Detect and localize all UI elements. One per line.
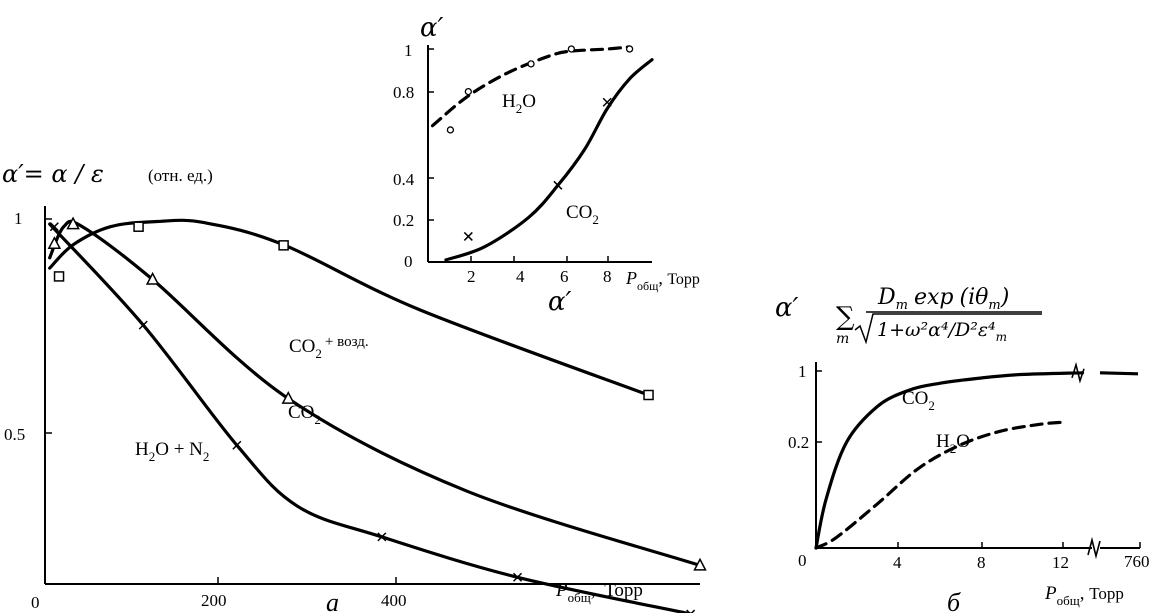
panel-b-series-line-1 [814,420,1064,550]
label-co2-air: CO2+ возд. [289,334,369,361]
panel-a: 1 0.5 0 200 400 α′= α / ε (отн. ед.) Pоб… [2,160,707,613]
panel-a-series-0-point-1 [133,221,144,232]
inset-y-tick-label-04: 0.4 [393,170,415,189]
inset-series-0-point-4 [625,45,634,53]
inset-series-line-0 [430,45,632,128]
formula-sum-index: m [836,331,849,347]
formula-numerator: Dm exp (iθm) [877,285,1009,313]
inset-series-0-point-0 [446,126,455,134]
inset-y-label: α′ [420,13,444,43]
formula-sum-sign: ∑ [836,302,855,332]
inset-series-0-point-2 [527,60,535,68]
panel-b-label-co2: CO2 [902,388,935,413]
inset-series-1-point-2 [602,97,612,107]
panel-b-y-tick-label-1: 1 [798,362,807,381]
panel-a-series-2-point-3 [377,532,387,542]
panel-b-x-label: Pобщ, Торр [1044,583,1124,608]
panel-b-x-tick-label-4: 4 [893,553,902,572]
panel-a-x-tick-label-200: 200 [201,591,227,610]
panel-b-x-tick-label-0: 0 [798,551,807,570]
panel-a-y-tick-label-1: 1 [14,209,23,228]
panel-a-series-layer [47,216,707,613]
panel-a-series-0-point-3 [643,389,654,401]
inset-y-tick-label-0: 0 [404,252,413,271]
inset-x-tick-label-6: 6 [560,267,569,286]
inset-series-layer [430,45,654,262]
formula-root-sign [854,313,1042,345]
panel-a-series-2-point-5 [686,609,696,613]
panel-a-series-2-point-0 [49,222,59,232]
panel-a-series-1-point-3 [281,391,296,404]
panel-a-letter: а [326,588,339,613]
panel-b-y-tick-label-02: 0.2 [788,433,809,452]
inset-y-tick-label-08: 0.8 [393,83,414,102]
panel-b-y-label: α′ [775,293,799,323]
panel-a-y-label: α′= α / ε [2,160,104,188]
panel-a-series-line-1 [48,219,702,567]
inset-y-tick-label-1: 1 [404,41,413,60]
panel-a-series-2-point-2 [232,440,242,450]
panel-a-series-0-point-2 [278,240,289,251]
panel-b-x-axis-break [1087,536,1101,560]
label-co2: CO2 [288,402,321,427]
inset-series-line-1 [444,58,654,262]
inset-label-co2: CO2 [566,202,599,227]
panel-b-x-tick-label-760: 760 [1124,552,1150,571]
inset-label-h2o: H2O [502,91,536,116]
inset-x-tick-label-8: 8 [603,267,612,286]
inset-x-tick-label-4: 4 [516,267,525,286]
panel-a-x-tick-label-0: 0 [31,593,40,612]
inset-series-1-point-0 [463,231,473,241]
panel-a-y-tick-label-05: 0.5 [4,425,25,444]
panel-a-series-1-point-1 [66,216,80,230]
inset-x-axis-letter: α′ [548,287,572,317]
inset-series-1-point-1 [553,180,563,190]
panel-a-series-line-0 [48,218,651,397]
panel-b: 1 0.2 0 4 8 12 760 Pобщ, Торр б α′ ∑ m D… [775,285,1150,613]
panel-a-series-1-point-4 [693,557,707,571]
label-h2o-n2: H2O + N2 [135,439,209,464]
inset-x-tick-label-2: 2 [467,267,476,286]
inset-series-0-point-1 [464,87,472,96]
panel-b-series-line-0-ext [1099,371,1139,376]
panel-a-series-1-point-2 [145,271,160,285]
panel-b-x-tick-label-12: 12 [1052,553,1069,572]
panel-b-x-tick-label-8: 8 [977,553,986,572]
inset-y-tick-label-02: 0.2 [393,211,414,230]
panel-b-curve-break [1071,361,1085,384]
formula-denominator: 1+ω²α⁴/D²ε⁴m [877,319,1007,344]
panel-a-x-tick-label-400: 400 [381,591,407,610]
panel-a-series-line-2 [48,222,692,613]
panel-b-series-layer [814,361,1139,550]
panel-a-series-2-point-1 [138,320,148,330]
inset-series-0-point-3 [567,45,576,53]
panel-a-series-2-point-4 [513,572,523,582]
panel-a-y-label-unit: (отн. ед.) [148,166,213,185]
panel-a-series-1-point-0 [47,236,62,250]
panel-a-series-0-point-0 [53,271,65,282]
panel-b-series-line-0 [814,371,1085,550]
inset-x-label: Pобщ, Торр [625,268,700,293]
panel-inset: 1 0.8 0.4 0.2 0 2 4 6 8 α′ α′ Pобщ, Торр… [393,13,700,317]
panel-b-letter: б [947,588,961,613]
